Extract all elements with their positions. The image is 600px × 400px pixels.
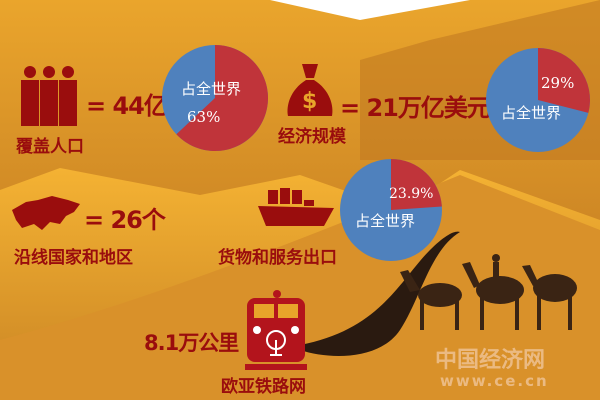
countries-label: 沿线国家和地区 [14, 248, 133, 268]
pie-slice-share [538, 48, 590, 113]
population-pie: 占全世界 63% [162, 45, 268, 151]
economy-value: = 21万亿美元 [340, 94, 491, 122]
camel-caravan-icon [400, 254, 577, 330]
train-icon [245, 290, 309, 376]
road-icon [300, 231, 460, 356]
watermark-logo: 中国经济网 [435, 348, 546, 373]
pie-percent: 29% [541, 74, 574, 92]
railway-value: 8.1万公里 [144, 331, 239, 355]
watermark-url: www.ce.cn [440, 372, 549, 390]
population-value: = 44亿 [86, 92, 168, 120]
countries-value: = 26个 [84, 206, 166, 234]
exports-label: 货物和服务出口 [218, 248, 337, 268]
pie-percent: 63% [187, 108, 220, 126]
pie-text: 占全世界 [501, 104, 561, 122]
economy-pie: 29% 占全世界 [486, 48, 590, 152]
pie-percent: 23.9% [389, 186, 433, 202]
population-label: 覆盖人口 [16, 137, 84, 157]
pie-slice-share [176, 45, 268, 151]
pie-slice-share [391, 159, 442, 210]
exports-pie: 23.9% 占全世界 [340, 159, 442, 261]
svg-text:$: $ [302, 89, 317, 114]
eurasia-map-icon [8, 194, 82, 240]
pie-text: 占全世界 [355, 212, 415, 230]
people-icon [18, 66, 80, 132]
cargo-ship-icon [258, 186, 334, 236]
money-bag-icon: $ [286, 62, 334, 130]
economy-label: 经济规模 [278, 127, 346, 147]
railway-label: 欧亚铁路网 [221, 377, 306, 397]
pie-text: 占全世界 [181, 80, 241, 98]
